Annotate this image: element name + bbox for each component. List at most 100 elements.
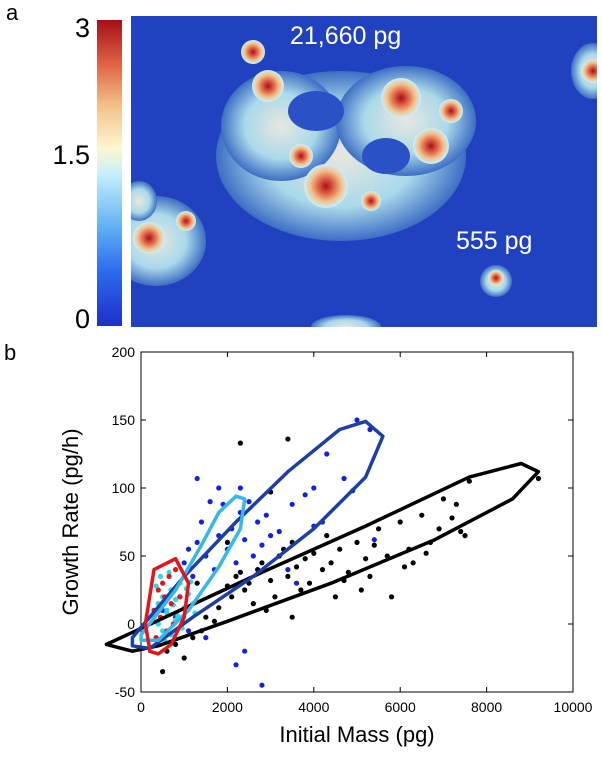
data-point-series-0: [306, 580, 313, 586]
confidence-ellipse-2: [139, 494, 247, 643]
data-point-series-0: [250, 601, 256, 607]
data-point-series-1: [250, 553, 256, 559]
data-point-series-1: [242, 648, 248, 654]
data-point-series-1: [341, 475, 347, 482]
x-tick-label: 10000: [554, 699, 593, 715]
data-point-series-3: [168, 601, 174, 607]
data-point-series-2: [175, 613, 181, 619]
data-point-series-0: [285, 436, 291, 442]
data-point-series-1: [293, 580, 300, 586]
confidence-ellipse-1: [130, 419, 385, 651]
data-point-series-1: [259, 682, 265, 688]
data-point-series-1: [216, 485, 222, 491]
data-point-series-0: [324, 533, 330, 539]
data-point-series-0: [462, 533, 468, 539]
data-point-series-2: [157, 573, 164, 579]
data-point-series-2: [172, 596, 179, 603]
data-point-series-0: [367, 573, 373, 579]
data-point-series-1: [324, 451, 330, 457]
data-point-series-1: [194, 475, 200, 482]
data-point-series-0: [453, 501, 459, 507]
y-tick-label: 0: [127, 616, 135, 632]
data-point-series-0: [216, 605, 222, 611]
data-point-series-1: [311, 485, 317, 491]
x-tick-label: 6000: [385, 699, 416, 715]
data-point-series-0: [268, 577, 274, 584]
data-point-series-0: [293, 564, 300, 570]
data-point-series-0: [436, 526, 442, 532]
panel-label-b: b: [4, 340, 17, 365]
data-point-series-0: [203, 614, 209, 620]
data-point-series-0: [302, 556, 308, 562]
afm-mass-label-large: 21,660 pg: [290, 22, 402, 50]
data-point-series-0: [319, 567, 326, 573]
data-point-series-0: [211, 618, 218, 624]
data-point-series-1: [354, 417, 360, 423]
data-point-series-1: [207, 499, 213, 505]
y-tick-label: 150: [112, 412, 136, 428]
data-point-series-0: [229, 594, 235, 600]
data-point-series-3: [172, 567, 179, 573]
y-tick-label: -50: [115, 684, 135, 700]
data-point-series-3: [155, 587, 161, 593]
data-point-series-0: [259, 560, 265, 566]
data-point-series-0: [272, 594, 278, 600]
data-point-series-0: [311, 550, 317, 556]
data-point-series-0: [401, 564, 408, 570]
data-point-series-3: [177, 594, 183, 600]
data-point-series-0: [328, 560, 334, 566]
data-point-series-3: [166, 573, 172, 579]
data-point-series-2: [160, 628, 166, 634]
data-point-series-0: [376, 526, 382, 532]
plot-frame: [140, 351, 574, 693]
panel-label-a: a: [6, 0, 19, 25]
data-point-series-1: [233, 662, 239, 668]
data-point-series-0: [289, 614, 295, 620]
data-point-series-1: [259, 542, 265, 548]
data-point-series-1: [289, 501, 295, 507]
data-point-series-0: [242, 587, 248, 593]
data-point-series-0: [371, 542, 377, 548]
data-point-series-0: [449, 515, 455, 521]
data-point-series-1: [190, 573, 196, 579]
colorbar-min-label: 0: [74, 304, 90, 334]
data-point-series-0: [423, 550, 429, 556]
data-point-series-0: [194, 580, 200, 586]
afm-mass-label-small: 555 pg: [456, 227, 533, 255]
confidence-ellipse-3: [143, 556, 191, 656]
data-point-series-1: [181, 560, 187, 566]
data-point-series-1: [198, 519, 205, 525]
data-point-series-0: [237, 440, 243, 446]
data-point-series-0: [358, 587, 364, 593]
data-point-series-1: [242, 537, 248, 543]
data-point-series-1: [203, 635, 209, 641]
data-point-series-2: [153, 583, 159, 589]
data-point-series-0: [354, 539, 360, 545]
y-tick-label: 100: [112, 480, 136, 496]
x-tick-label: 2000: [212, 699, 243, 715]
data-point-series-0: [337, 546, 343, 552]
y-tick-label: 50: [119, 548, 135, 564]
data-point-series-0: [160, 669, 166, 675]
data-point-series-1: [302, 492, 308, 498]
data-point-series-0: [388, 594, 395, 600]
y-tick-label: 200: [112, 344, 136, 360]
data-point-series-0: [332, 594, 338, 600]
data-point-series-0: [440, 496, 446, 502]
data-point-series-1: [371, 537, 377, 543]
data-point-series-1: [246, 499, 252, 505]
data-point-series-0: [181, 655, 187, 661]
data-point-series-1: [255, 519, 261, 525]
data-point-series-1: [237, 485, 243, 491]
data-point-series-1: [194, 539, 200, 545]
data-point-series-3: [160, 580, 166, 586]
data-point-series-0: [172, 641, 179, 647]
data-point-series-0: [410, 560, 416, 566]
confidence-ellipse-0: [104, 461, 541, 653]
data-point-series-2: [166, 569, 172, 575]
data-point-series-1: [233, 560, 239, 566]
data-point-series-0: [237, 569, 243, 575]
x-axis-label: Initial Mass (pg): [279, 722, 434, 747]
data-point-series-0: [458, 528, 464, 535]
data-point-series-0: [466, 478, 472, 484]
